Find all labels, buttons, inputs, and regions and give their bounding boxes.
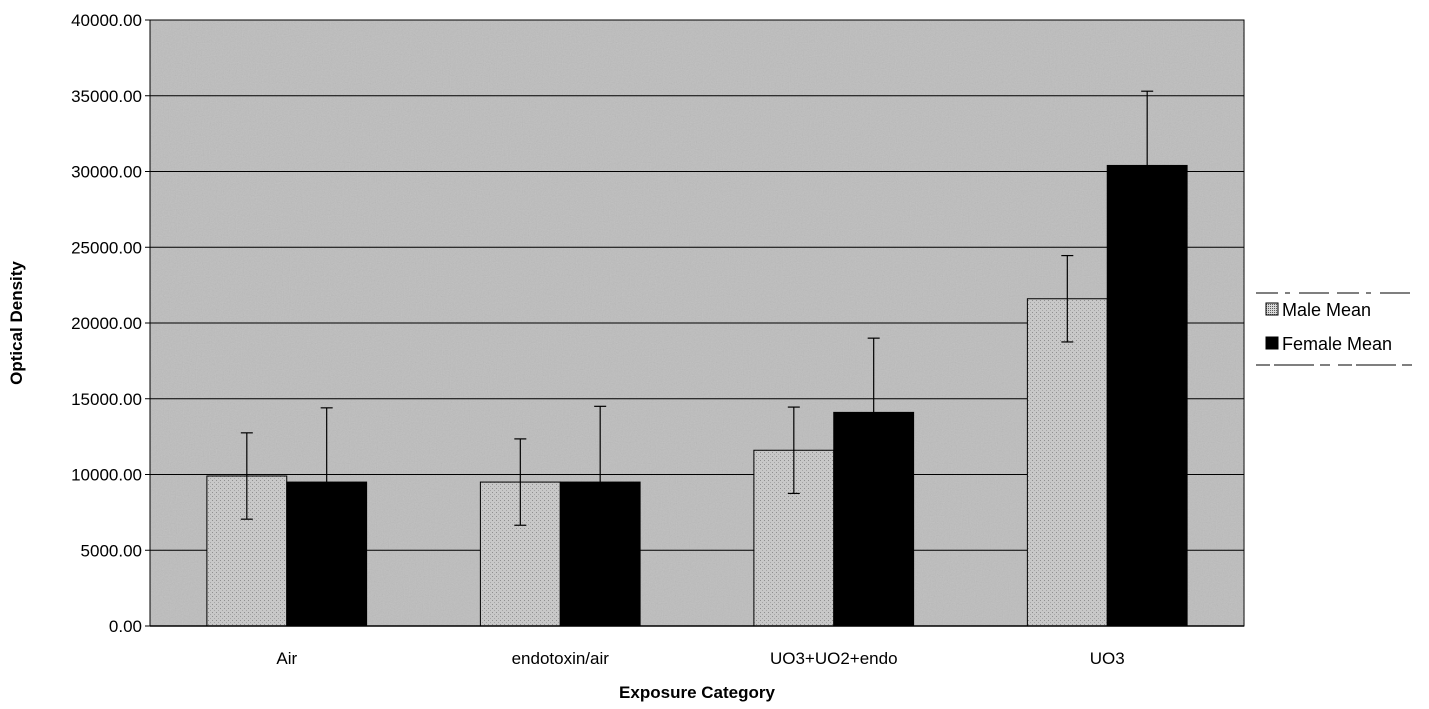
x-axis: Air endotoxin/air UO3+UO2+endo UO3 <box>150 625 1244 668</box>
y-tick-label: 40000.00 <box>71 11 142 30</box>
error-bar-female <box>1141 90 1154 241</box>
legend-swatch-female <box>1265 336 1279 350</box>
bar-female <box>1106 164 1188 627</box>
x-axis-title: Exposure Category <box>619 683 775 702</box>
legend-label-male: Male Mean <box>1282 300 1371 320</box>
error-bar-female <box>594 405 607 559</box>
y-tick-label: 5000.00 <box>81 541 142 560</box>
y-tick-label: 10000.00 <box>71 466 142 485</box>
x-tick-label: UO3 <box>1090 649 1125 668</box>
bars <box>206 164 1188 627</box>
error-bar-male <box>240 432 253 520</box>
x-tick-label: Air <box>276 649 297 668</box>
y-tick-label: 25000.00 <box>71 238 142 257</box>
legend-label-female: Female Mean <box>1282 334 1392 354</box>
y-tick-label: 20000.00 <box>71 314 142 333</box>
x-tick-label: UO3+UO2+endo <box>770 649 898 668</box>
error-bar-female <box>867 337 880 488</box>
legend-swatch-male <box>1265 302 1279 316</box>
y-tick-label: 35000.00 <box>71 87 142 106</box>
error-bar-male <box>787 406 800 495</box>
error-bar-female <box>320 407 333 557</box>
y-tick-label: 15000.00 <box>71 390 142 409</box>
x-tick-label: endotoxin/air <box>512 649 610 668</box>
error-bars <box>240 90 1154 559</box>
y-axis-title: Optical Density <box>7 261 26 385</box>
bar-male <box>1026 298 1108 627</box>
y-tick-label: 0.00 <box>109 617 142 636</box>
y-tick-label: 30000.00 <box>71 163 142 182</box>
error-bar-male <box>514 438 527 526</box>
legend: Male Mean Female Mean <box>1256 292 1418 366</box>
error-bar-male <box>1061 254 1074 343</box>
plot-area <box>149 19 1245 627</box>
y-axis: 0.00 5000.00 10000.00 15000.00 20000.00 25000… <box>71 11 151 636</box>
